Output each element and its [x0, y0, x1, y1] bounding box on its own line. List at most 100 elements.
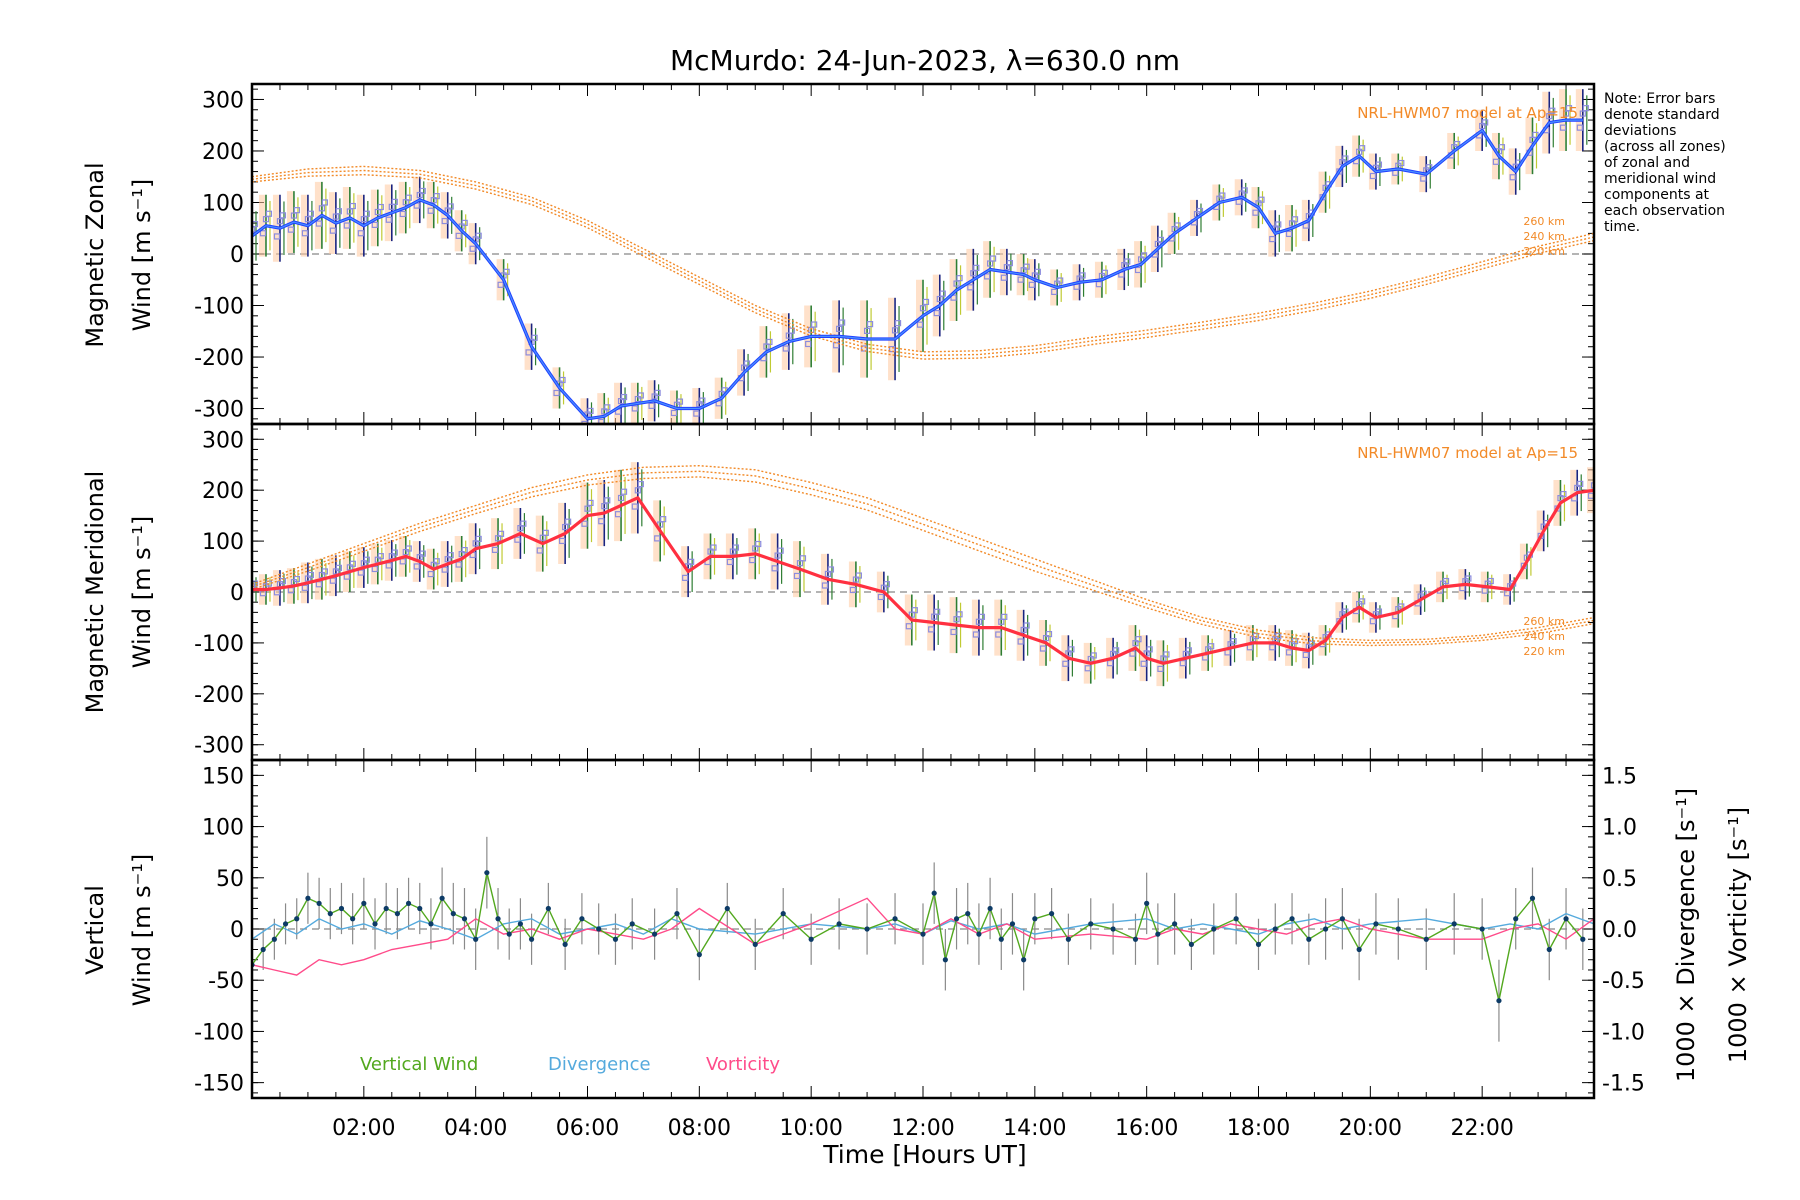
zone-marker: [877, 593, 884, 601]
note-line: each observation: [1604, 203, 1725, 219]
vertical-wind-point: [405, 900, 412, 906]
altitude-label-220: 220 km: [1523, 645, 1565, 658]
zone-marker: [598, 518, 605, 525]
zone-marker: [1269, 644, 1276, 651]
zone-marker: [1560, 490, 1567, 498]
model-label: NRL-HWM07 model at Ap=15: [1357, 444, 1578, 462]
vorticity-ylabel: 1000 × Vorticity [s⁻¹]: [1724, 807, 1752, 1063]
zone-marker: [1028, 281, 1035, 288]
zone-marker: [371, 221, 378, 228]
zone-marker: [301, 230, 309, 237]
zone-marker: [1482, 119, 1489, 126]
altitude-label-220: 220 km: [1523, 245, 1565, 258]
zone-marker: [766, 338, 773, 346]
vertical-wind-point: [473, 936, 479, 942]
vertical-wind-point: [1188, 941, 1194, 947]
zone-marker: [1285, 230, 1293, 238]
zone-marker: [928, 626, 935, 633]
zone-marker: [1062, 660, 1069, 667]
vertical-wind-point: [1529, 895, 1536, 901]
zone-marker: [788, 327, 795, 334]
zone-marker: [637, 392, 644, 399]
model-curve-220km: [252, 476, 1594, 647]
zone-marker: [811, 321, 818, 328]
zone-marker: [688, 558, 695, 565]
x-tick-label: 12:00: [891, 1116, 954, 1141]
y-tick-label: 300: [202, 428, 244, 453]
zone-marker: [1398, 159, 1405, 167]
zone-marker: [1375, 608, 1383, 615]
zone-marker: [1487, 577, 1494, 585]
zone-marker: [587, 499, 594, 506]
zone-marker: [1590, 482, 1594, 489]
x-tick-label: 06:00: [556, 1116, 619, 1141]
legend-divergence: Divergence: [548, 1054, 651, 1075]
zone-marker: [520, 520, 527, 527]
vertical-wind-point: [629, 921, 635, 927]
zone-marker: [399, 210, 406, 218]
y-tick-label: -100: [194, 295, 244, 320]
vertical-wind-point: [1172, 921, 1178, 927]
zone-marker: [553, 389, 560, 397]
zone-marker: [559, 376, 566, 384]
zone-marker: [1006, 260, 1013, 267]
zone-marker: [363, 210, 370, 217]
zone-marker: [654, 389, 661, 396]
zone-marker: [732, 544, 739, 551]
zone-marker: [989, 255, 997, 262]
zone-marker: [265, 210, 273, 217]
vertical-wind-point: [338, 905, 345, 912]
zone-marker: [455, 561, 462, 568]
divergence-line: [252, 912, 1594, 940]
vertical-wind-point: [1289, 916, 1295, 922]
zone-marker: [1369, 618, 1377, 625]
zone-marker: [525, 349, 532, 356]
vertical-wind-point: [506, 931, 512, 937]
vertical-ylabel-line2: Wind [m s⁻¹]: [128, 854, 156, 1006]
vertical-wind-point: [1373, 921, 1379, 927]
vertical-wind-point: [350, 916, 356, 922]
zone-marker: [1577, 480, 1584, 488]
y-tick-label: -100: [194, 632, 244, 657]
zone-marker: [950, 628, 957, 636]
note-line: denote standard: [1604, 107, 1720, 123]
zone-marker: [1174, 222, 1181, 229]
zone-marker: [743, 360, 751, 367]
y-tick-label: -50: [208, 969, 244, 994]
zone-marker: [972, 631, 980, 638]
zone-marker: [1275, 632, 1282, 640]
vertical-wind-point: [484, 870, 490, 876]
vertical-wind-point: [674, 911, 680, 917]
zone-marker: [293, 575, 301, 583]
vertical-wind-point: [1423, 936, 1429, 942]
zonal-wind-panel: -300 -200 -100 0 100 200 300 NRL-HWM07 model a…: [81, 82, 1596, 426]
x-axis-label: Time [Hours UT]: [822, 1140, 1026, 1169]
vertical-wind-point: [987, 905, 993, 912]
zone-marker: [427, 570, 434, 578]
note-line: time.: [1604, 219, 1640, 235]
vertical-wind-point: [579, 916, 585, 922]
zone-marker: [1465, 575, 1472, 582]
x-tick-label: 02:00: [332, 1116, 395, 1141]
vertical-wind-line: [252, 872, 1584, 1001]
zone-marker: [321, 199, 328, 206]
vertical-wind-point: [1255, 941, 1262, 947]
vertical-wind-point: [976, 931, 982, 937]
zone-marker: [321, 568, 328, 575]
zone-marker: [916, 321, 924, 328]
zone-marker: [693, 410, 700, 417]
zone-marker: [1582, 105, 1589, 112]
vertical-wind-point: [316, 900, 322, 906]
zone-marker: [973, 264, 980, 271]
zone-marker: [1549, 107, 1556, 114]
zone-marker: [634, 487, 641, 494]
zone-marker: [469, 245, 476, 252]
zonal-ylabel-line1: Magnetic Zonal: [81, 162, 109, 347]
vertical-wind-point: [1451, 921, 1457, 927]
zone-marker: [584, 505, 591, 512]
legend-vertical-wind: Vertical Wind: [360, 1054, 478, 1075]
y-tick-label: 100: [202, 191, 244, 216]
divergence-ylabel: 1000 × Divergence [s⁻¹]: [1672, 788, 1700, 1082]
plot-area: [252, 89, 1594, 424]
